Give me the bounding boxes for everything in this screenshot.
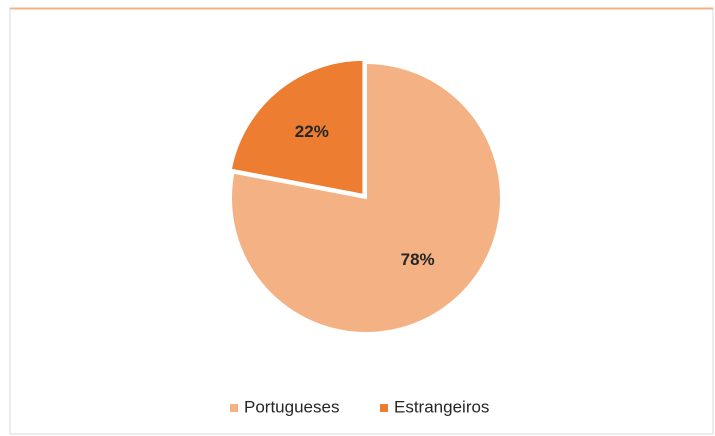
legend-marker [230,404,238,412]
data-label: 78% [401,250,435,269]
data-label: 22% [295,122,329,141]
legend-label: Portugueses [244,397,339,416]
legend-marker [380,404,388,412]
pie-slice [229,58,365,197]
pie-slice [230,61,502,334]
legend-label: Estrangeiros [394,397,489,416]
